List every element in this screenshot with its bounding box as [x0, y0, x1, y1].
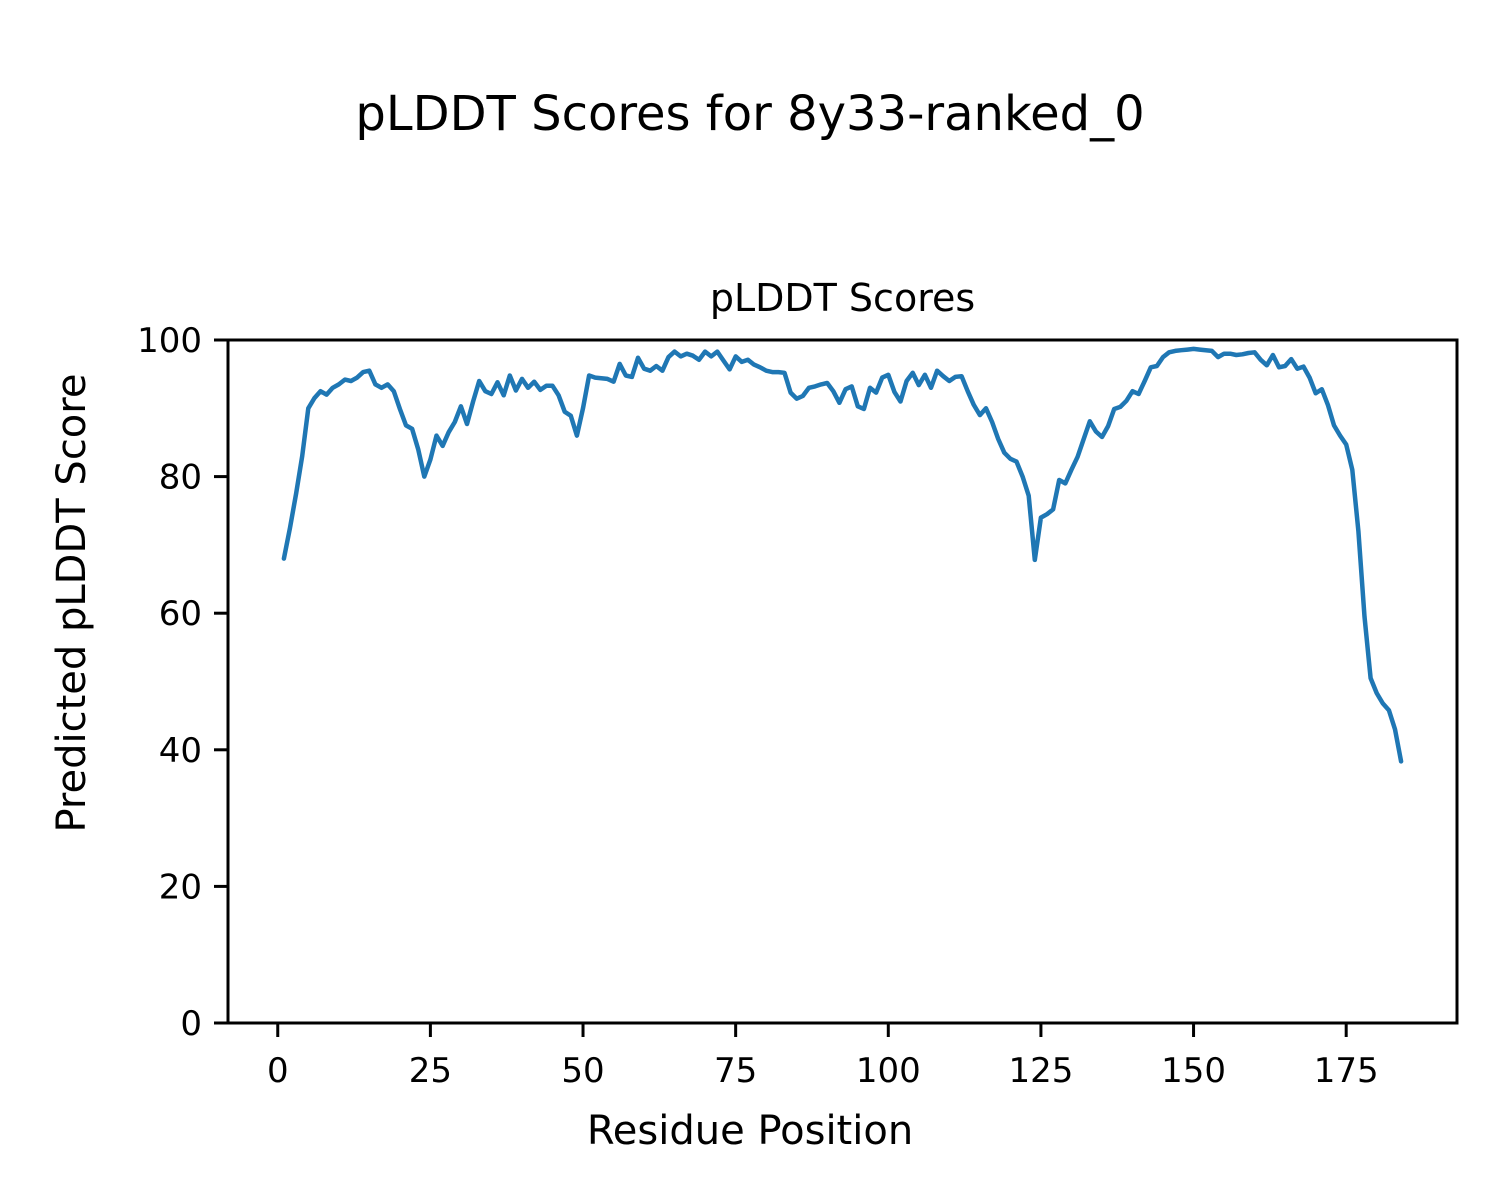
y-tick-label: 100	[137, 321, 202, 361]
x-tick-label: 75	[714, 1051, 757, 1091]
x-tick-label: 0	[267, 1051, 289, 1091]
y-tick-label: 0	[180, 1004, 202, 1044]
x-tick-label: 100	[856, 1051, 921, 1091]
x-ticks: 0 25 50 75 100 125 150 175	[267, 1023, 1379, 1091]
x-tick-label: 150	[1161, 1051, 1226, 1091]
figure-title: pLDDT Scores for 8y33-ranked_0	[355, 86, 1145, 142]
x-tick-label: 50	[561, 1051, 604, 1091]
y-tick-label: 60	[159, 594, 202, 634]
axes-title: pLDDT Scores	[709, 276, 976, 320]
y-axis-label: Predicted pLDDT Score	[49, 373, 95, 833]
y-tick-label: 80	[159, 458, 202, 498]
plddt-line	[281, 346, 1404, 764]
y-tick-label: 20	[159, 867, 202, 907]
x-tick-label: 175	[1314, 1051, 1379, 1091]
y-tick-label: 40	[159, 731, 202, 771]
x-tick-label: 125	[1008, 1051, 1073, 1091]
x-axis-label: Residue Position	[586, 1108, 914, 1154]
plot-frame	[226, 338, 1459, 1025]
y-ticks: 0 20 40 60 80 100	[137, 321, 228, 1044]
x-tick-label: 25	[409, 1051, 452, 1091]
